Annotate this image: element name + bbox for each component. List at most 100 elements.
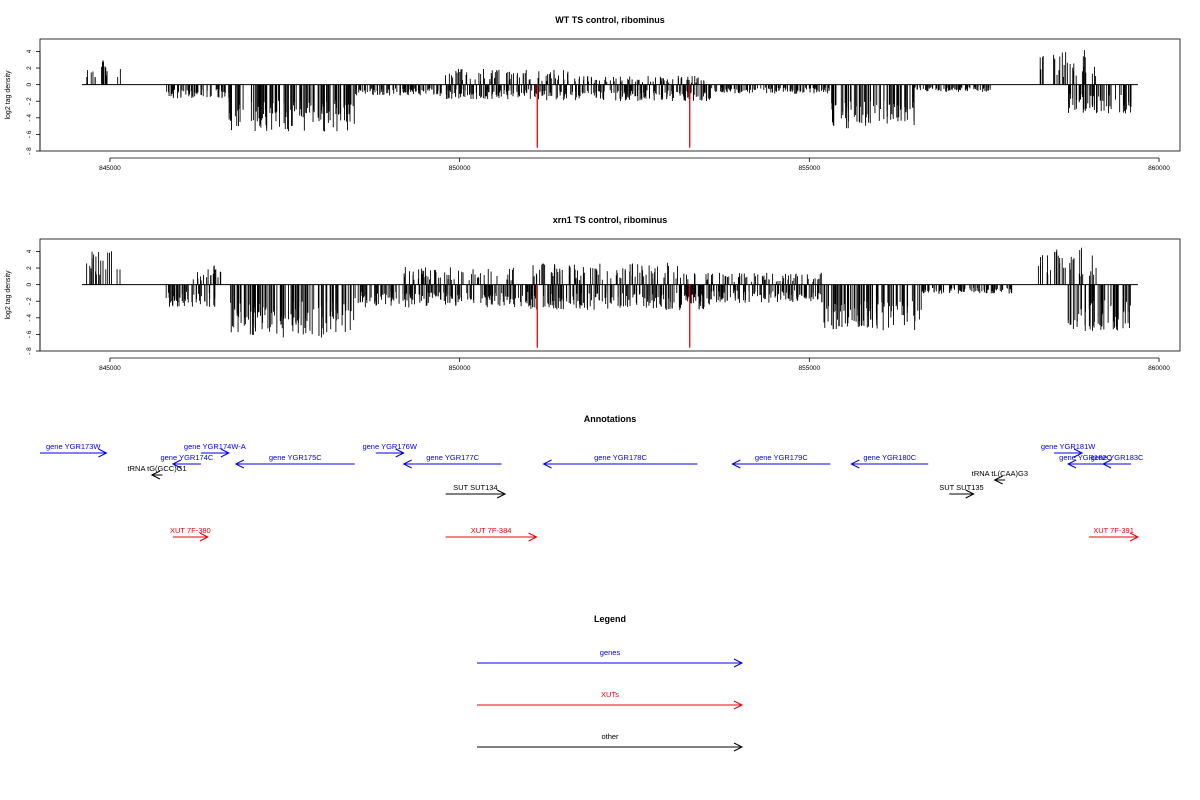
wt-plot-area: [81, 50, 1139, 148]
wt-x-tick-label: 850000: [449, 165, 471, 172]
legend-arrowhead: [733, 742, 744, 752]
annotation-feature: gene YGR173W: [40, 442, 108, 458]
annotation-feature: XUT 7F-384: [445, 526, 538, 542]
annotation-feature: gene YGR180C: [850, 453, 929, 469]
annotation-arrowhead: [1101, 459, 1112, 469]
annotation-label: gene YGR177C: [426, 453, 479, 462]
xrn1-y-axis: - 8 - 6 - 4 - 2 0 2 4: [26, 249, 41, 355]
wt-y-axis-label: log2 tag density: [5, 70, 12, 120]
legend-title: Legend: [594, 614, 626, 624]
annotation-arrowhead: [965, 489, 975, 499]
xrn1-y-tick-label: - 4: [26, 314, 33, 322]
annotation-arrowhead: [98, 448, 108, 458]
annotation-arrowhead: [731, 459, 741, 469]
annotation-feature: SUT SUT135: [939, 483, 984, 499]
xrn1-x-tick-label: 850000: [449, 365, 471, 372]
wt-density-panel: WT TS control, ribominus log2 tag densit…: [5, 15, 1181, 172]
annotation-feature: tRNA tG(GCC)G1: [128, 464, 187, 480]
annotation-feature: gene YGR174W-A: [184, 442, 246, 458]
legend-item: other: [477, 732, 744, 752]
annotation-features: gene YGR173W gene YGR174C gene YGR174W-A ge…: [40, 442, 1144, 542]
wt-y-axis: - 8 - 6 - 4 - 2 0 2 4: [26, 49, 41, 155]
annotation-arrowhead: [220, 448, 230, 458]
legend-item: XUTs: [477, 690, 744, 710]
xrn1-x-tick-label: 845000: [99, 365, 121, 372]
annotation-feature: XUT 7F-380: [170, 526, 211, 542]
xrn1-y-tick-label: 0: [26, 282, 33, 286]
annotation-label: gene YGR179C: [755, 453, 808, 462]
annotation-arrowhead: [199, 532, 209, 542]
annotation-arrowhead: [1129, 532, 1140, 542]
legend-label: XUTs: [601, 690, 619, 699]
annotation-arrowhead: [402, 459, 412, 469]
wt-y-tick-label: - 8: [26, 147, 33, 155]
annotation-label: SUT SUT135: [939, 483, 983, 492]
annotation-feature: SUT SUT134: [445, 483, 507, 499]
xrn1-y-tick-label: 2: [26, 266, 33, 270]
annotation-feature: gene YGR181W: [1041, 442, 1096, 458]
annotation-arrowhead: [395, 448, 405, 458]
annotation-label: gene YGR178C: [594, 453, 647, 462]
legend-arrowhead: [733, 700, 744, 710]
wt-y-tick-label: - 2: [26, 97, 33, 105]
annotation-feature: gene YGR178C: [542, 453, 698, 469]
wt-x-tick-label: 860000: [1148, 165, 1170, 172]
annotation-label: XUT 7F-380: [170, 526, 211, 535]
annotation-label: tRNA tG(GCC)G1: [128, 464, 187, 473]
wt-panel-title: WT TS control, ribominus: [555, 15, 665, 25]
annotation-feature: gene YGR183C: [1091, 453, 1144, 469]
annotation-arrowhead: [850, 459, 860, 469]
xrn1-y-tick-label: 4: [26, 249, 33, 253]
annotation-label: gene YGR181W: [1041, 442, 1096, 451]
legend-items: genes XUTs other: [477, 648, 744, 752]
annotation-label: XUT 7F-384: [471, 526, 512, 535]
legend-arrowhead: [733, 658, 744, 668]
legend: Legend genes XUTs other: [477, 614, 744, 752]
xrn1-x-axis: 845000 850000 855000 860000: [99, 357, 1170, 372]
annotation-arrowhead: [1066, 459, 1077, 469]
annotation-arrowhead: [1073, 448, 1084, 458]
annotation-arrowhead: [528, 532, 538, 542]
annotation-feature: gene YGR177C: [402, 453, 502, 469]
annotation-feature: XUT 7F-391: [1089, 526, 1140, 542]
annotation-label: gene YGR173W: [46, 442, 101, 451]
annotation-label: tRNA tL(CAA)G3: [972, 469, 1028, 478]
annotation-arrowhead: [171, 459, 182, 469]
wt-y-tick-label: 0: [26, 82, 33, 86]
annotation-arrowhead: [496, 489, 507, 499]
xrn1-y-axis-label: log2 tag density: [5, 270, 12, 320]
wt-y-tick-label: 2: [26, 66, 33, 70]
xrn1-y-tick-label: - 6: [26, 330, 33, 338]
wt-y-tick-label: - 6: [26, 130, 33, 138]
annotation-label: XUT 7F-391: [1093, 526, 1134, 535]
annotation-feature: gene YGR175C: [234, 453, 355, 469]
legend-item: genes: [477, 648, 744, 668]
annotation-arrowhead: [234, 459, 245, 469]
annotation-arrowhead: [150, 470, 161, 480]
annotation-label: gene YGR174W-A: [184, 442, 246, 451]
annotation-label: gene YGR174C: [160, 453, 213, 462]
annotation-feature: gene YGR176W: [362, 442, 418, 458]
annotation-feature: tRNA tL(CAA)G3: [972, 469, 1028, 485]
xrn1-plot-area: [81, 247, 1139, 348]
xrn1-y-tick-label: - 2: [26, 297, 33, 305]
legend-label: genes: [600, 648, 621, 657]
annotation-feature: gene YGR182C: [1059, 453, 1113, 469]
annotation-label: gene YGR182C: [1059, 453, 1112, 462]
annotation-label: SUT SUT134: [453, 483, 497, 492]
xrn1-x-tick-label: 860000: [1148, 365, 1170, 372]
wt-x-axis: 845000 850000 855000 860000: [99, 157, 1170, 172]
annotation-arrowhead: [993, 475, 1003, 485]
xrn1-density-panel: xrn1 TS control, ribominus log2 tag dens…: [5, 215, 1181, 372]
wt-y-tick-label: - 4: [26, 114, 33, 122]
xrn1-y-tick-label: - 8: [26, 347, 33, 355]
wt-x-tick-label: 845000: [99, 165, 121, 172]
annotation-label: gene YGR180C: [863, 453, 916, 462]
annotation-label: gene YGR175C: [269, 453, 322, 462]
annotation-label: gene YGR183C: [1091, 453, 1144, 462]
annotation-label: gene YGR176W: [362, 442, 417, 451]
annotation-feature: gene YGR174C: [160, 453, 214, 469]
wt-y-tick-label: 4: [26, 49, 33, 53]
